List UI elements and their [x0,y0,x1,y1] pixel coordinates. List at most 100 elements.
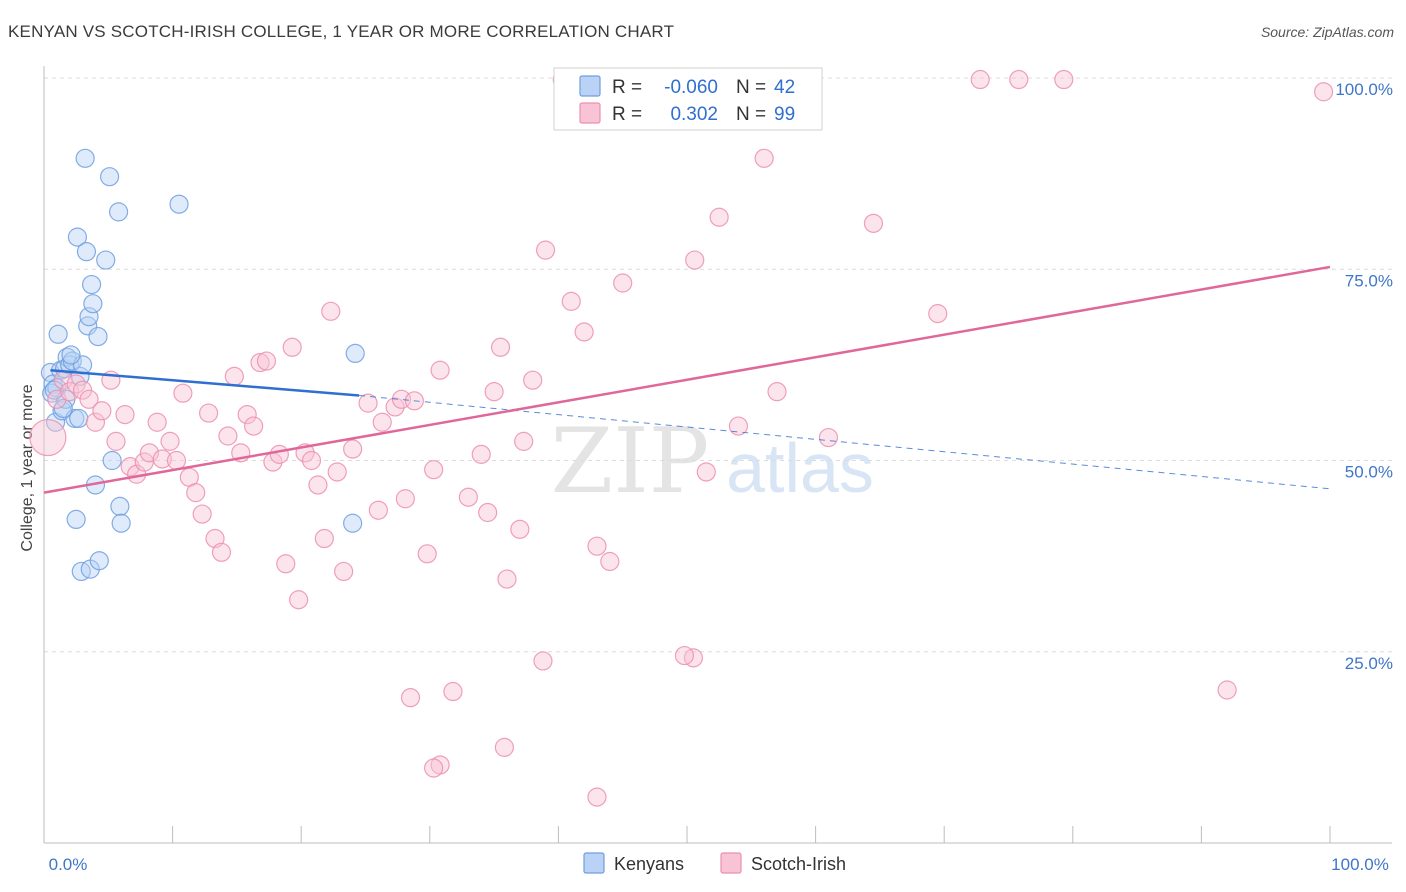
data-point [561,291,581,311]
data-point [96,250,116,270]
data-point [192,504,212,524]
data-point [66,509,86,530]
data-point [62,351,82,371]
data-point [424,460,444,480]
data-point [334,561,354,582]
data-point [106,431,126,451]
data-point [321,301,341,321]
data-point [218,426,238,446]
data-point [99,167,120,187]
data-point [186,483,206,503]
stats-r-label: R = [612,77,642,98]
data-point [111,513,131,533]
stats-n-value: 99 [774,104,795,125]
stats-n-value: 42 [774,77,795,98]
data-point [276,554,296,574]
legend-swatch [583,852,605,874]
data-point [514,431,534,451]
data-point [115,405,135,425]
data-point [471,444,491,464]
chart-title: KENYAN VS SCOTCH-IRISH COLLEGE, 1 YEAR O… [8,22,675,41]
data-point [67,227,88,247]
y-tick-label: 50.0% [1345,463,1393,482]
stats-swatch [579,102,601,124]
data-point [395,489,415,509]
data-point [490,337,511,357]
trendline-kenyans-extension [359,394,1331,490]
data-point [458,487,478,507]
data-point [587,787,607,807]
data-point [818,427,839,448]
data-point [269,444,289,464]
data-point [88,326,108,347]
data-point [400,688,421,708]
data-point [250,352,270,373]
data-point [424,758,444,778]
data-point [345,343,365,363]
data-point [120,457,140,477]
data-point [863,213,884,233]
stats-r-value: 0.302 [670,104,718,125]
data-point [510,519,530,539]
data-point [69,408,89,429]
data-point [368,500,388,520]
data-point [152,449,172,469]
data-point [523,370,543,390]
source-credit: Source: ZipAtlas.com [1260,24,1394,40]
x-tick-label: 100.0% [1331,855,1389,874]
data-point [211,542,232,562]
data-point [484,382,504,402]
data-point [685,250,705,270]
data-point [385,397,405,417]
data-point [147,412,167,432]
data-point [110,496,130,516]
data-point [79,389,99,409]
data-point [587,536,607,556]
legend-label: Scotch-Irish [751,854,846,874]
data-point [430,360,450,380]
data-point [754,148,774,168]
x-tick-label: 0.0% [49,855,88,874]
stats-swatch [579,75,601,97]
data-point [224,366,244,386]
data-point [535,240,556,260]
stats-r-label: R = [612,104,642,125]
legend-label: Kenyans [614,854,684,874]
data-point [92,401,112,421]
stats-r-value: -0.060 [664,77,718,98]
trendline-scotch-irish [43,265,1331,494]
data-point [574,322,594,342]
data-point [102,450,122,471]
stats-n-label: N = [736,104,766,125]
data-point [244,416,264,436]
data-point [89,551,109,571]
data-point [494,737,514,757]
data-point [709,207,729,227]
data-point [478,502,498,523]
data-point [696,462,716,482]
data-point [343,513,363,533]
trendline-kenyans [50,368,360,397]
y-tick-label: 100.0% [1335,80,1393,99]
data-point [48,324,68,344]
data-point [372,412,392,432]
data-point [289,590,309,610]
data-point [237,405,257,425]
data-point [1217,680,1237,700]
data-point [970,69,990,90]
data-point [358,393,378,413]
data-point [1313,82,1334,102]
data-point [443,681,463,702]
data-point [83,294,103,314]
data-point [282,337,302,357]
data-point [674,645,695,666]
data-point [199,403,219,423]
data-point [327,462,347,482]
data-point [767,382,787,402]
data-point [600,551,620,572]
data-point [613,273,633,293]
data-point [173,383,193,403]
data-point [29,418,67,457]
data-point [166,450,187,471]
